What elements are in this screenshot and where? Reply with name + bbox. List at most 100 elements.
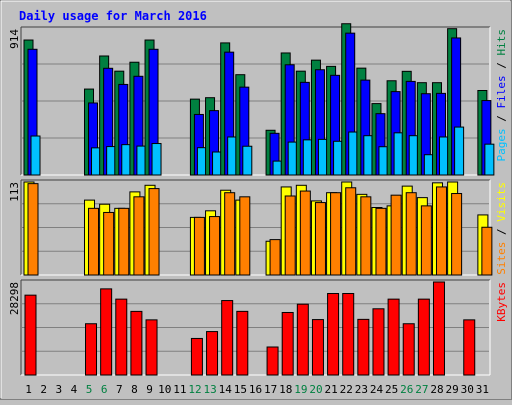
bar-kbytes-day-1 bbox=[24, 294, 37, 376]
day-label-25: 25 bbox=[385, 383, 398, 396]
bar-pages-day-31 bbox=[484, 143, 495, 176]
bar-kbytes-day-12 bbox=[190, 337, 203, 376]
day-label-21: 21 bbox=[325, 383, 338, 396]
axis-label-kbytes: KBytes bbox=[495, 282, 508, 322]
day-label-20: 20 bbox=[309, 383, 322, 396]
day-label-29: 29 bbox=[446, 383, 459, 396]
bar-sites-day-22 bbox=[345, 187, 357, 276]
axis-label-hits: Pages / Files / Hits bbox=[495, 29, 508, 162]
day-label-23: 23 bbox=[355, 383, 368, 396]
bar-pages-day-29 bbox=[454, 126, 465, 176]
day-label-8: 8 bbox=[131, 383, 138, 396]
axis-label-part: Visits bbox=[495, 182, 508, 222]
bar-kbytes-day-28 bbox=[432, 281, 445, 376]
bar-kbytes-day-27 bbox=[417, 298, 430, 376]
day-label-7: 7 bbox=[116, 383, 123, 396]
bar-pages-day-9 bbox=[151, 143, 162, 176]
day-label-9: 9 bbox=[146, 383, 153, 396]
day-label-2: 2 bbox=[40, 383, 47, 396]
day-label-6: 6 bbox=[101, 383, 108, 396]
bar-sites-day-29 bbox=[451, 193, 463, 276]
bar-kbytes-day-22 bbox=[342, 293, 355, 376]
day-label-12: 12 bbox=[188, 383, 201, 396]
bar-kbytes-day-5 bbox=[85, 323, 98, 376]
bar-kbytes-day-15 bbox=[236, 310, 249, 376]
bar-sites-day-27 bbox=[420, 205, 432, 276]
bar-sites-day-26 bbox=[405, 192, 417, 276]
day-label-4: 4 bbox=[71, 383, 78, 396]
bar-sites-day-19 bbox=[299, 190, 311, 276]
day-label-17: 17 bbox=[264, 383, 277, 396]
bar-kbytes-day-7 bbox=[115, 298, 128, 376]
day-label-3: 3 bbox=[56, 383, 63, 396]
bar-sites-day-17 bbox=[269, 239, 281, 276]
bar-kbytes-day-14 bbox=[221, 300, 234, 376]
bar-sites-day-9 bbox=[148, 188, 160, 276]
bar-sites-day-18 bbox=[284, 195, 296, 276]
bar-sites-day-5 bbox=[88, 207, 100, 276]
day-label-15: 15 bbox=[234, 383, 247, 396]
bar-kbytes-day-24 bbox=[372, 308, 385, 376]
bar-kbytes-day-13 bbox=[206, 331, 219, 376]
day-label-31: 31 bbox=[476, 383, 489, 396]
bar-pages-day-1 bbox=[30, 135, 41, 176]
axis-label-part: / bbox=[495, 109, 508, 129]
y-max-label: 914 bbox=[8, 29, 21, 49]
bar-sites-day-15 bbox=[239, 196, 251, 276]
day-label-27: 27 bbox=[415, 383, 428, 396]
day-label-24: 24 bbox=[370, 383, 384, 396]
axis-label-part: / bbox=[495, 56, 508, 76]
bar-kbytes-day-18 bbox=[281, 311, 294, 376]
panel-visits: 113 Sites / Visits bbox=[8, 179, 508, 276]
bar-kbytes-day-20 bbox=[311, 319, 324, 376]
chart-title: Daily usage for March 2016 bbox=[19, 9, 207, 23]
bar-sites-day-24 bbox=[375, 207, 387, 276]
y-max-label: 113 bbox=[8, 182, 21, 202]
axis-label-part: Hits bbox=[495, 29, 508, 56]
bar-sites-day-1 bbox=[27, 183, 39, 276]
bar-kbytes-day-19 bbox=[296, 303, 309, 376]
panel-hits: 914 Pages / Files / Hits bbox=[8, 23, 508, 176]
day-label-13: 13 bbox=[203, 383, 216, 396]
bar-sites-day-25 bbox=[390, 194, 402, 276]
day-label-1: 1 bbox=[25, 383, 32, 396]
day-label-28: 28 bbox=[430, 383, 443, 396]
day-label-22: 22 bbox=[340, 383, 353, 396]
bar-kbytes-day-25 bbox=[387, 298, 400, 376]
axis-label-part: / bbox=[495, 222, 508, 242]
bar-sites-day-28 bbox=[435, 186, 447, 276]
bar-sites-day-7 bbox=[118, 207, 130, 276]
day-label-10: 10 bbox=[158, 383, 171, 396]
axis-label-part: Sites bbox=[495, 242, 508, 275]
axis-label-part: Files bbox=[495, 75, 508, 108]
bar-pages-day-15 bbox=[242, 145, 253, 176]
bar-sites-day-13 bbox=[209, 216, 221, 276]
day-label-30: 30 bbox=[461, 383, 474, 396]
bar-kbytes-day-30 bbox=[463, 319, 476, 376]
bar-sites-day-20 bbox=[314, 202, 326, 276]
day-label-26: 26 bbox=[400, 383, 413, 396]
bar-sites-day-8 bbox=[133, 196, 145, 276]
bar-sites-day-12 bbox=[193, 216, 205, 276]
bar-kbytes-day-21 bbox=[327, 293, 340, 376]
bar-sites-day-6 bbox=[103, 211, 115, 276]
day-label-19: 19 bbox=[294, 383, 307, 396]
axis-label-part: Pages bbox=[495, 128, 508, 161]
day-label-16: 16 bbox=[249, 383, 262, 396]
day-label-14: 14 bbox=[219, 383, 233, 396]
bar-sites-day-31 bbox=[481, 226, 493, 276]
y-max-label: 28298 bbox=[8, 282, 21, 315]
bar-kbytes-day-6 bbox=[100, 288, 113, 376]
bar-kbytes-day-9 bbox=[145, 319, 158, 376]
bar-kbytes-day-23 bbox=[357, 318, 370, 376]
axis-label-part: KBytes bbox=[495, 282, 508, 322]
bar-sites-day-21 bbox=[330, 192, 342, 276]
axis-label-visits: Sites / Visits bbox=[495, 182, 508, 275]
day-label-5: 5 bbox=[86, 383, 93, 396]
bar-sites-day-23 bbox=[360, 196, 372, 276]
bar-kbytes-day-26 bbox=[402, 323, 415, 376]
bar-kbytes-day-8 bbox=[130, 310, 143, 376]
bar-kbytes-day-17 bbox=[266, 346, 279, 376]
